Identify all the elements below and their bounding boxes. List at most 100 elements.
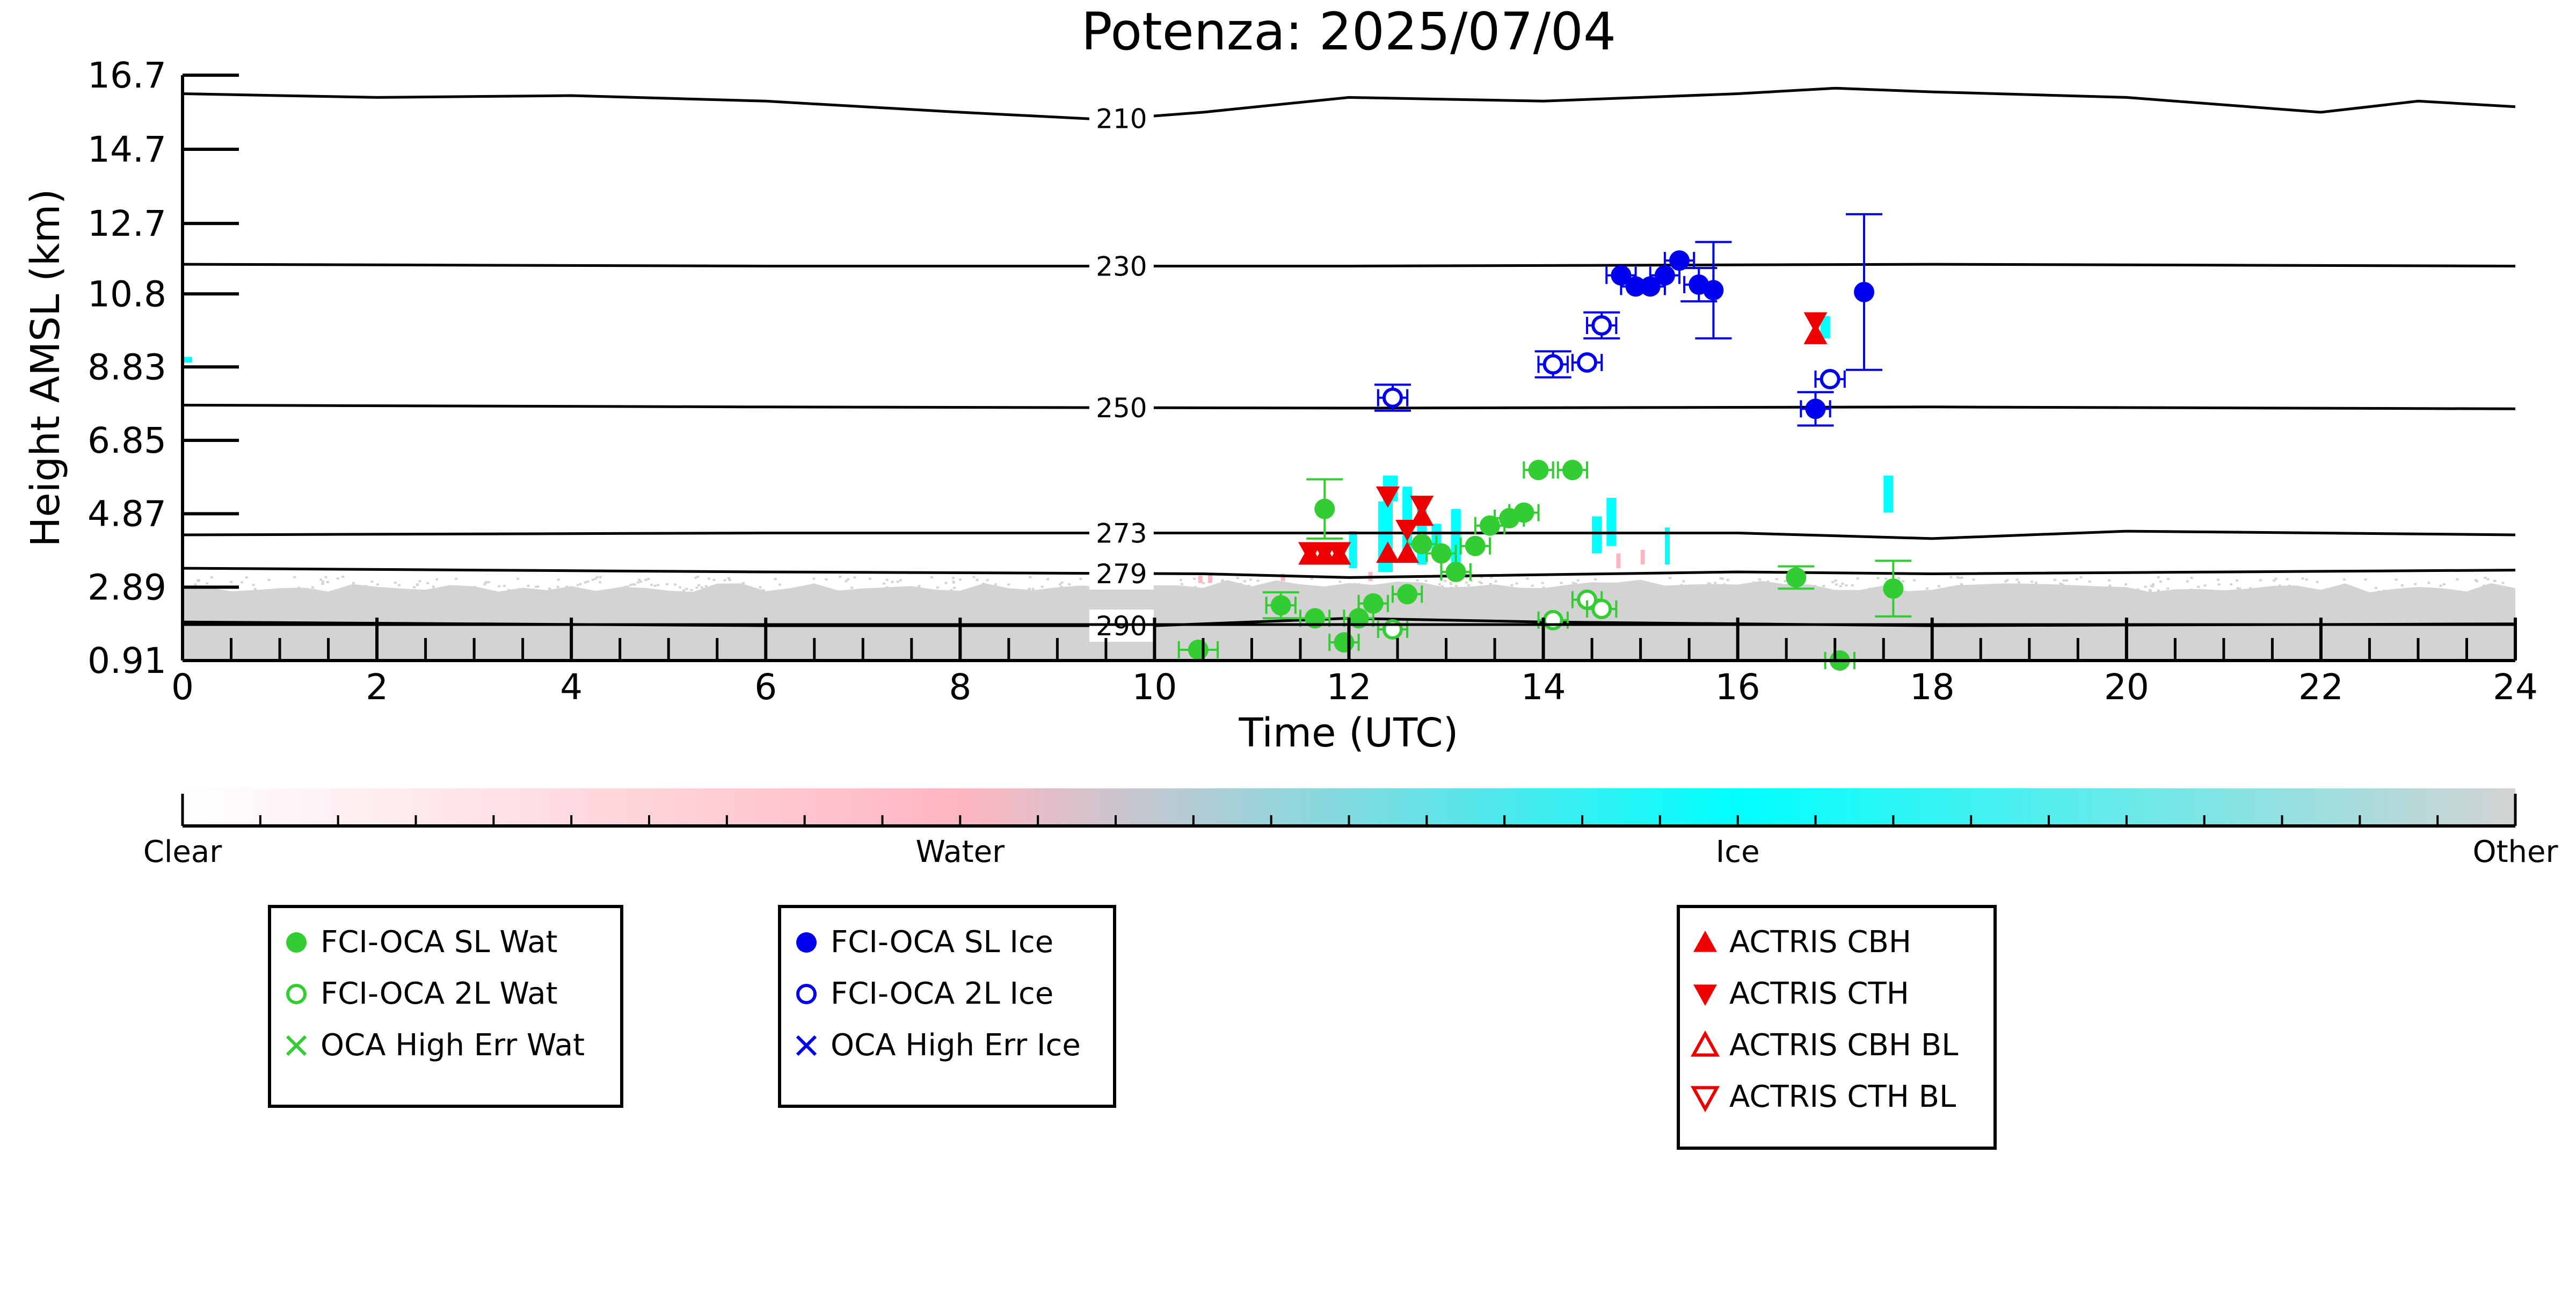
other-mask-speck bbox=[921, 590, 925, 592]
other-mask-speck bbox=[1814, 585, 1816, 588]
data-point bbox=[1854, 281, 1875, 302]
other-mask-speck bbox=[2506, 587, 2509, 590]
other-mask-speck bbox=[2107, 586, 2110, 589]
other-mask-speck bbox=[1220, 581, 1224, 583]
other-mask-speck bbox=[727, 592, 731, 594]
other-mask-speck bbox=[274, 593, 276, 595]
other-mask-speck bbox=[1964, 593, 1968, 596]
other-mask-speck bbox=[685, 588, 688, 590]
other-mask-speck bbox=[416, 584, 419, 586]
other-mask-speck bbox=[1571, 582, 1575, 584]
isotherm-label: 279 bbox=[1096, 559, 1147, 590]
other-mask-speck bbox=[2167, 578, 2170, 580]
other-mask-speck bbox=[370, 581, 374, 583]
other-mask-speck bbox=[1307, 593, 1311, 596]
other-mask-speck bbox=[1489, 583, 1492, 585]
data-point bbox=[1334, 632, 1355, 653]
other-mask-speck bbox=[2400, 584, 2404, 586]
y-tick-label: 0.91 bbox=[88, 640, 166, 681]
other-mask-speck bbox=[972, 576, 976, 578]
other-mask-speck bbox=[435, 578, 439, 581]
other-mask-speck bbox=[1068, 583, 1071, 586]
other-mask-speck bbox=[728, 579, 731, 581]
isotherm-line bbox=[183, 403, 2515, 410]
other-mask-speck bbox=[322, 581, 324, 583]
other-mask-speck bbox=[627, 585, 629, 588]
other-mask-speck bbox=[321, 583, 324, 585]
other-mask-speck bbox=[762, 589, 765, 592]
other-mask-speck bbox=[1427, 586, 1430, 589]
other-mask-speck bbox=[349, 585, 352, 588]
other-mask-speck bbox=[1646, 582, 1649, 585]
other-mask-speck bbox=[241, 581, 244, 584]
other-mask-speck bbox=[412, 586, 416, 589]
other-mask-speck bbox=[2157, 589, 2160, 592]
other-mask-speck bbox=[1839, 585, 1842, 588]
other-mask-speck bbox=[1164, 589, 1167, 592]
other-mask-speck bbox=[253, 588, 257, 591]
data-point bbox=[1445, 562, 1466, 583]
x-tick-label: 20 bbox=[2104, 666, 2149, 708]
other-mask-speck bbox=[953, 586, 956, 589]
other-mask-speck bbox=[644, 578, 647, 581]
other-mask-speck bbox=[936, 586, 939, 589]
data-point bbox=[1395, 520, 1420, 541]
other-mask-speck bbox=[557, 578, 560, 581]
other-mask-speck bbox=[759, 586, 762, 589]
other-mask-speck bbox=[1179, 590, 1182, 592]
other-mask-speck bbox=[2484, 577, 2487, 579]
other-mask-speck bbox=[1079, 578, 1082, 580]
other-mask-speck bbox=[2236, 587, 2239, 590]
water-mask-patch bbox=[1207, 574, 1212, 583]
y-tick-label: 6.85 bbox=[88, 420, 166, 461]
other-mask-speck bbox=[1766, 580, 1770, 583]
legend-marker bbox=[286, 984, 307, 1004]
other-mask-speck bbox=[727, 577, 730, 579]
other-mask-speck bbox=[267, 578, 271, 581]
other-mask-speck bbox=[293, 576, 296, 578]
legend-label: ACTRIS CBH BL bbox=[1729, 1028, 1958, 1063]
other-mask-speck bbox=[2030, 581, 2033, 583]
isotherm-label-bg bbox=[1089, 517, 1154, 549]
other-mask-speck bbox=[2189, 588, 2193, 591]
isotherm-label: 210 bbox=[1096, 104, 1147, 135]
isotherm-label: 290 bbox=[1096, 611, 1147, 642]
other-mask-speck bbox=[807, 589, 810, 591]
other-mask-speck bbox=[708, 577, 711, 580]
ice-mask-patch bbox=[183, 357, 193, 362]
other-mask-speck bbox=[944, 582, 948, 584]
legends: FCI-OCA SL Wat FCI-OCA 2L Wat OCA High Err… bbox=[268, 905, 1997, 1150]
other-mask-speck bbox=[624, 585, 627, 588]
other-mask-speck bbox=[1574, 582, 1577, 585]
other-mask-speck bbox=[1193, 577, 1196, 580]
other-mask-speck bbox=[556, 585, 559, 588]
other-mask-speck bbox=[432, 585, 435, 588]
data-point bbox=[1382, 387, 1403, 408]
other-mask-speck bbox=[2414, 583, 2417, 585]
other-mask-speck bbox=[2125, 589, 2128, 592]
other-mask-speck bbox=[1394, 588, 1397, 591]
other-mask-speck bbox=[426, 582, 430, 584]
other-mask-speck bbox=[1445, 591, 1448, 593]
other-mask-speck bbox=[682, 593, 685, 596]
other-mask-speck bbox=[2364, 578, 2367, 581]
other-mask-speck bbox=[1876, 577, 1880, 579]
isotherm-label: 273 bbox=[1096, 518, 1147, 549]
other-mask-speck bbox=[845, 580, 848, 583]
other-mask-speck bbox=[1465, 581, 1468, 584]
other-mask-speck bbox=[1953, 589, 1956, 592]
other-mask-speck bbox=[1038, 593, 1041, 596]
legend-marker bbox=[1693, 984, 1717, 1006]
other-mask-speck bbox=[2342, 591, 2346, 593]
other-mask-speck bbox=[507, 589, 510, 591]
other-mask-speck bbox=[535, 585, 537, 588]
other-mask-speck bbox=[1682, 580, 1685, 583]
legend-marker bbox=[796, 984, 817, 1004]
data-point bbox=[1528, 460, 1549, 481]
other-mask-speck bbox=[1618, 588, 1621, 591]
other-mask-speck bbox=[1302, 590, 1306, 593]
other-mask-speck bbox=[1209, 590, 1212, 593]
other-mask-speck bbox=[2493, 579, 2497, 582]
isotherm-line bbox=[183, 530, 2515, 540]
